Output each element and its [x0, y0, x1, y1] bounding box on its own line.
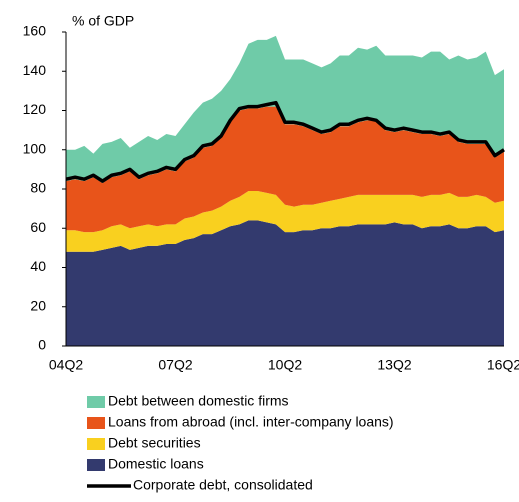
y-tick-label: 40 — [30, 258, 46, 274]
legend-label: Loans from abroad (incl. inter-company l… — [108, 414, 394, 430]
legend-swatch — [87, 438, 105, 450]
x-tick-label: 13Q2 — [377, 357, 411, 373]
legend-label: Debt securities — [108, 435, 201, 451]
legend-swatch — [87, 459, 105, 471]
y-tick-label: 100 — [23, 140, 47, 156]
legend-label: Debt between domestic firms — [108, 393, 289, 409]
x-tick-label: 16Q2 — [487, 357, 519, 373]
y-tick-label: 60 — [30, 219, 46, 235]
line — [65, 100, 505, 183]
y-tick-label: 80 — [30, 180, 46, 196]
y-tick-label: 140 — [23, 62, 47, 78]
x-tick-label: 07Q2 — [158, 357, 192, 373]
y-tick-label: 160 — [23, 23, 47, 39]
legend-label: Domestic loans — [108, 456, 204, 472]
y-axis-label: % of GDP — [72, 13, 134, 29]
legend-swatch — [87, 417, 105, 429]
area — [66, 35, 504, 184]
area — [66, 190, 504, 252]
legend-swatch — [87, 396, 105, 408]
area — [66, 106, 504, 233]
area — [66, 220, 504, 346]
y-tick-label: 0 — [38, 337, 46, 353]
y-tick-label: 120 — [23, 101, 47, 117]
legend-label: Corporate debt, consolidated — [133, 477, 313, 493]
x-tick-label: 04Q2 — [49, 357, 83, 373]
y-tick-label: 20 — [30, 297, 46, 313]
x-tick-label: 10Q2 — [268, 357, 302, 373]
